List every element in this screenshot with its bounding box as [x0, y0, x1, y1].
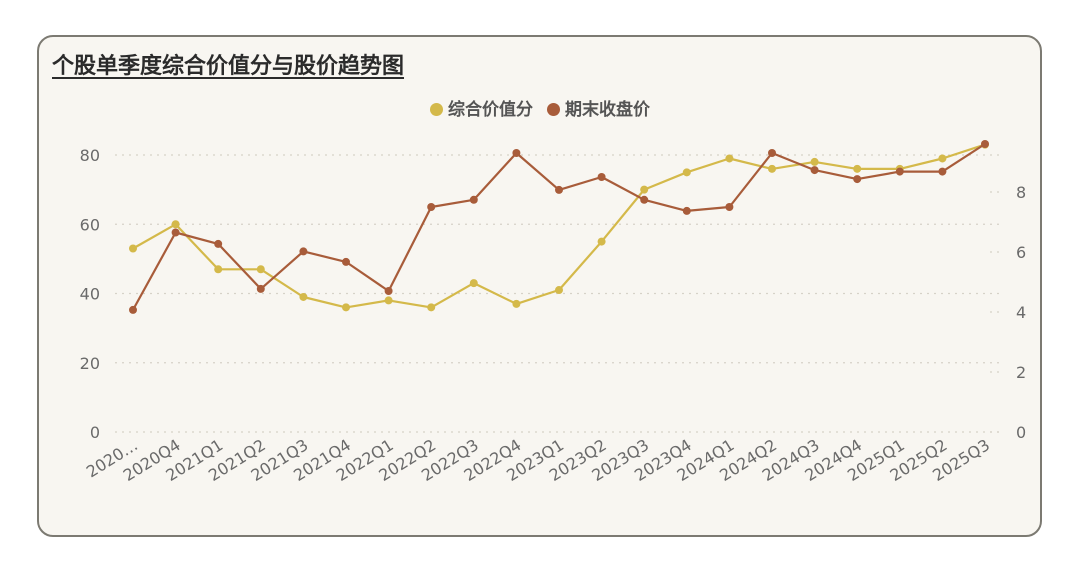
data-point [853, 175, 862, 184]
data-point [512, 299, 521, 308]
data-point [299, 292, 308, 301]
y-left-tick-label: 0 [90, 423, 100, 442]
chart-card [37, 35, 1042, 537]
y-right-tick-label: 8 [1016, 183, 1026, 202]
data-point [469, 195, 478, 204]
legend-item-score[interactable]: 综合价值分 [430, 95, 533, 120]
data-point [597, 173, 606, 181]
data-point [682, 206, 691, 215]
data-point [384, 287, 393, 295]
data-point [342, 257, 350, 266]
y-right-tick-label: 2 [1016, 363, 1026, 382]
data-point [725, 203, 734, 211]
data-point [640, 195, 649, 204]
data-point [682, 168, 691, 177]
y-right-tick-label: 0 [1016, 423, 1026, 442]
data-point [768, 164, 776, 173]
y-right-tick-label: 4 [1016, 303, 1026, 322]
legend-label-score: 综合价值分 [448, 100, 534, 120]
data-point [299, 247, 308, 256]
data-point [768, 149, 776, 157]
y-left-tick-label: 40 [80, 285, 100, 304]
legend-item-price[interactable]: 期末收盘价 [546, 95, 650, 120]
y-left-tick-label: 80 [80, 146, 100, 165]
data-point [129, 305, 137, 314]
y-left-tick-label: 20 [80, 354, 100, 373]
data-point [469, 279, 478, 288]
legend-dot-score [430, 103, 444, 116]
data-point [555, 185, 563, 194]
data-point [597, 237, 606, 246]
legend: 综合价值分 期末收盘价 [0, 95, 1080, 120]
data-point [895, 167, 904, 176]
data-point [171, 228, 180, 237]
data-point [427, 303, 436, 312]
data-point [938, 167, 947, 176]
data-point [981, 140, 989, 148]
data-point [853, 164, 862, 173]
data-point [640, 185, 649, 194]
y-right-tick-label: 6 [1016, 243, 1026, 262]
data-point [725, 154, 734, 163]
data-point [938, 154, 947, 163]
data-point [214, 265, 223, 274]
data-point [214, 239, 223, 248]
data-point [342, 303, 350, 312]
data-point [810, 157, 819, 166]
data-point [555, 286, 563, 295]
legend-dot-price [546, 103, 560, 116]
data-point [810, 166, 819, 175]
data-point [129, 244, 137, 253]
data-point [171, 220, 180, 229]
data-point [427, 203, 436, 211]
data-point [384, 296, 393, 305]
data-point [512, 149, 521, 157]
data-point [256, 284, 265, 293]
chart-title: 个股单季度综合价值分与股价趋势图 [52, 54, 405, 79]
legend-label-price: 期末收盘价 [564, 100, 650, 120]
y-left-tick-label: 60 [80, 215, 100, 234]
data-point [256, 265, 265, 274]
